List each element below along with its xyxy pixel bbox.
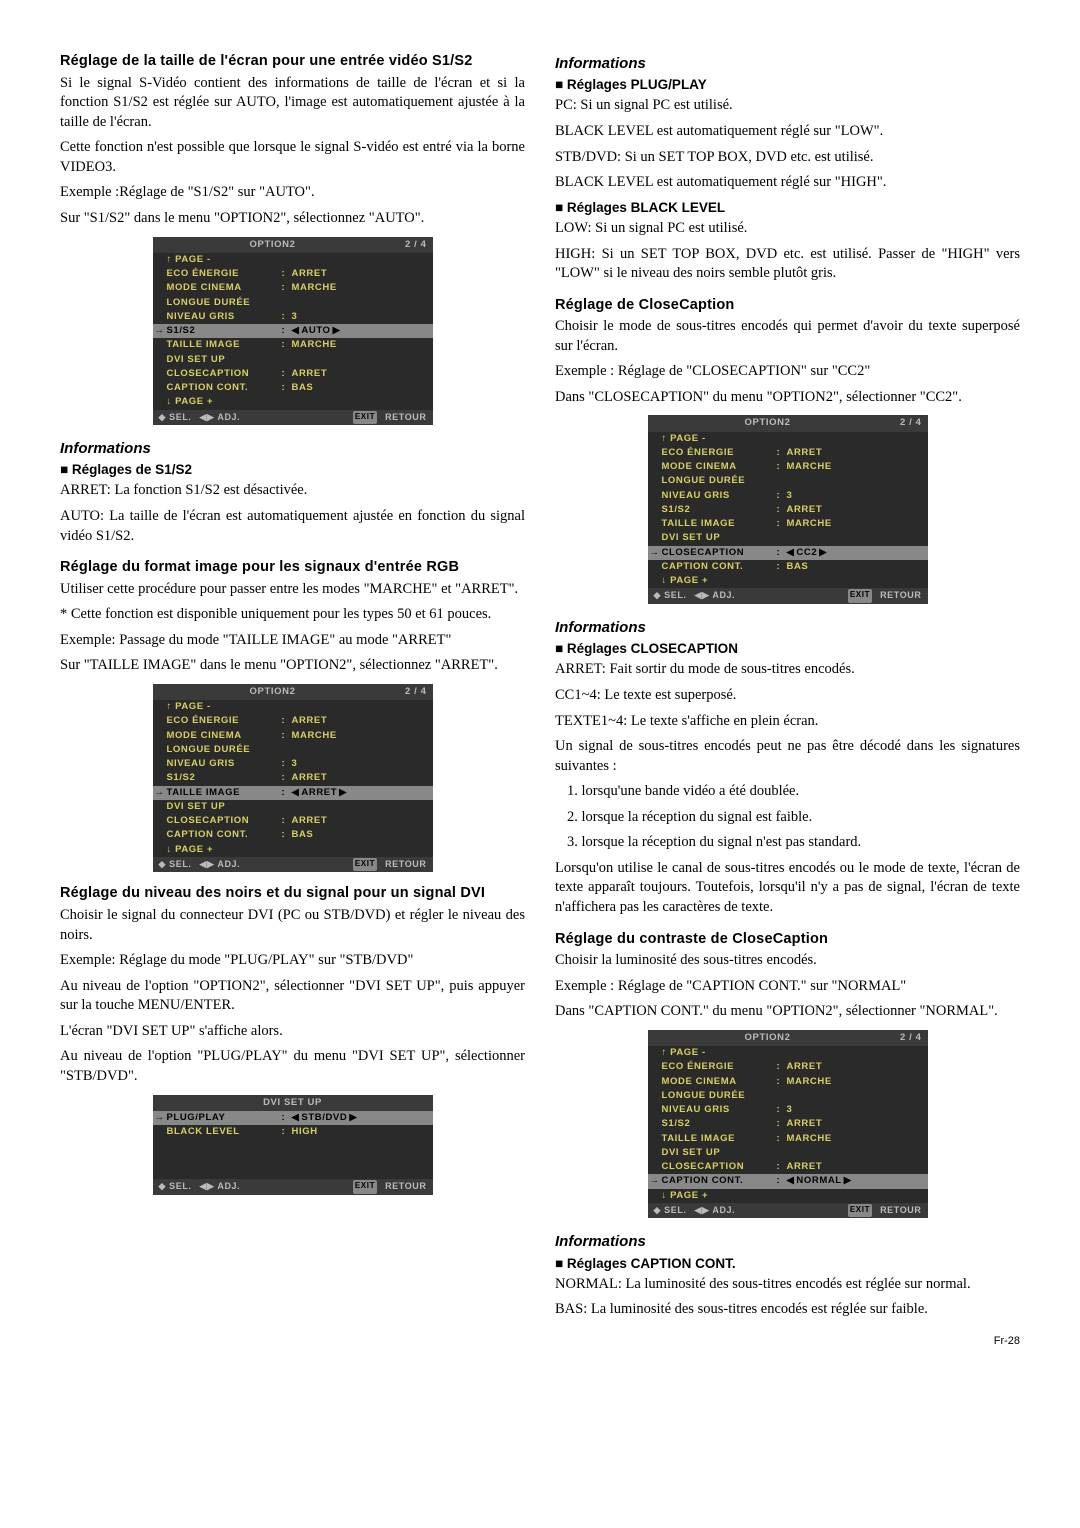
osd-menu-2: OPTION22 / 4↑ PAGE -ECO ÉNERGIE:ARRETMOD… <box>153 684 433 873</box>
list-item: 2. lorsque la réception du signal est fa… <box>555 808 1020 828</box>
page-number: Fr-28 <box>60 1334 1020 1349</box>
heading-s1s2: Réglage de la taille de l'écran pour une… <box>60 52 525 72</box>
right-column: Informations Réglages PLUG/PLAY PC: Si u… <box>555 40 1020 1326</box>
para: Dans "CLOSECAPTION" du menu "OPTION2", s… <box>555 388 1020 408</box>
para: TEXTE1~4: Le texte s'affiche en plein éc… <box>555 712 1020 732</box>
informations-label: Informations <box>555 618 1020 638</box>
para: Si le signal S-Vidéo contient des inform… <box>60 74 525 133</box>
para: STB/DVD: Si un SET TOP BOX, DVD etc. est… <box>555 148 1020 168</box>
para: ARRET: La fonction S1/S2 est désactivée. <box>60 481 525 501</box>
informations-label: Informations <box>555 54 1020 74</box>
heading-caption-cont: Réglage du contraste de CloseCaption <box>555 930 1020 950</box>
para: L'écran "DVI SET UP" s'affiche alors. <box>60 1022 525 1042</box>
informations-label: Informations <box>60 439 525 459</box>
para: Choisir le signal du connecteur DVI (PC … <box>60 906 525 945</box>
para: Exemple: Passage du mode "TAILLE IMAGE" … <box>60 631 525 651</box>
para: Choisir le mode de sous-titres encodés q… <box>555 317 1020 356</box>
para: BLACK LEVEL est automatiquement réglé su… <box>555 173 1020 193</box>
para: Exemple: Réglage du mode "PLUG/PLAY" sur… <box>60 951 525 971</box>
para: Au niveau de l'option "OPTION2", sélecti… <box>60 977 525 1016</box>
heading-dvi: Réglage du niveau des noirs et du signal… <box>60 884 525 904</box>
heading-rgb: Réglage du format image pour les signaux… <box>60 558 525 578</box>
para: * Cette fonction est disponible uniqueme… <box>60 605 525 625</box>
osd-menu-cc: OPTION22 / 4↑ PAGE -ECO ÉNERGIE:ARRETMOD… <box>648 415 928 604</box>
para: Lorsqu'on utilise le canal de sous-titre… <box>555 859 1020 918</box>
para: NORMAL: La luminosité des sous-titres en… <box>555 1275 1020 1295</box>
para: Au niveau de l'option "PLUG/PLAY" du men… <box>60 1047 525 1086</box>
para: Utiliser cette procédure pour passer ent… <box>60 580 525 600</box>
subheading-closecaption: Réglages CLOSECAPTION <box>555 640 1020 658</box>
para: AUTO: La taille de l'écran est automatiq… <box>60 507 525 546</box>
para: Sur "S1/S2" dans le menu "OPTION2", séle… <box>60 209 525 229</box>
left-column: Réglage de la taille de l'écran pour une… <box>60 40 525 1326</box>
heading-closecaption: Réglage de CloseCaption <box>555 296 1020 316</box>
para: ARRET: Fait sortir du mode de sous-titre… <box>555 660 1020 680</box>
para: CC1~4: Le texte est superposé. <box>555 686 1020 706</box>
para: PC: Si un signal PC est utilisé. <box>555 96 1020 116</box>
para: Exemple : Réglage de "CLOSECAPTION" sur … <box>555 362 1020 382</box>
para: Un signal de sous-titres encodés peut ne… <box>555 737 1020 776</box>
para: Cette fonction n'est possible que lorsqu… <box>60 138 525 177</box>
list-item: 3. lorsque la réception du signal n'est … <box>555 833 1020 853</box>
list-item: 1. lorsqu'une bande vidéo a été doublée. <box>555 782 1020 802</box>
subheading-caption-cont: Réglages CAPTION CONT. <box>555 1255 1020 1273</box>
para: BAS: La luminosité des sous-titres encod… <box>555 1300 1020 1320</box>
para: Exemple : Réglage de "CAPTION CONT." sur… <box>555 977 1020 997</box>
osd-menu-1: OPTION22 / 4↑ PAGE -ECO ÉNERGIE:ARRETMOD… <box>153 237 433 426</box>
osd-menu-dvi: DVI SET UPPLUG/PLAY:STB/DVDBLACK LEVEL:H… <box>153 1095 433 1195</box>
subheading-plugplay: Réglages PLUG/PLAY <box>555 76 1020 94</box>
para: Dans "CAPTION CONT." du menu "OPTION2", … <box>555 1002 1020 1022</box>
subheading-s1s2: Réglages de S1/S2 <box>60 461 525 479</box>
para: BLACK LEVEL est automatiquement réglé su… <box>555 122 1020 142</box>
para: LOW: Si un signal PC est utilisé. <box>555 219 1020 239</box>
para: HIGH: Si un SET TOP BOX, DVD etc. est ut… <box>555 245 1020 284</box>
informations-label: Informations <box>555 1232 1020 1252</box>
para: Exemple :Réglage de "S1/S2" sur "AUTO". <box>60 183 525 203</box>
para: Choisir la luminosité des sous-titres en… <box>555 951 1020 971</box>
osd-menu-captcont: OPTION22 / 4↑ PAGE -ECO ÉNERGIE:ARRETMOD… <box>648 1030 928 1219</box>
subheading-blacklevel: Réglages BLACK LEVEL <box>555 199 1020 217</box>
para: Sur "TAILLE IMAGE" dans le menu "OPTION2… <box>60 656 525 676</box>
